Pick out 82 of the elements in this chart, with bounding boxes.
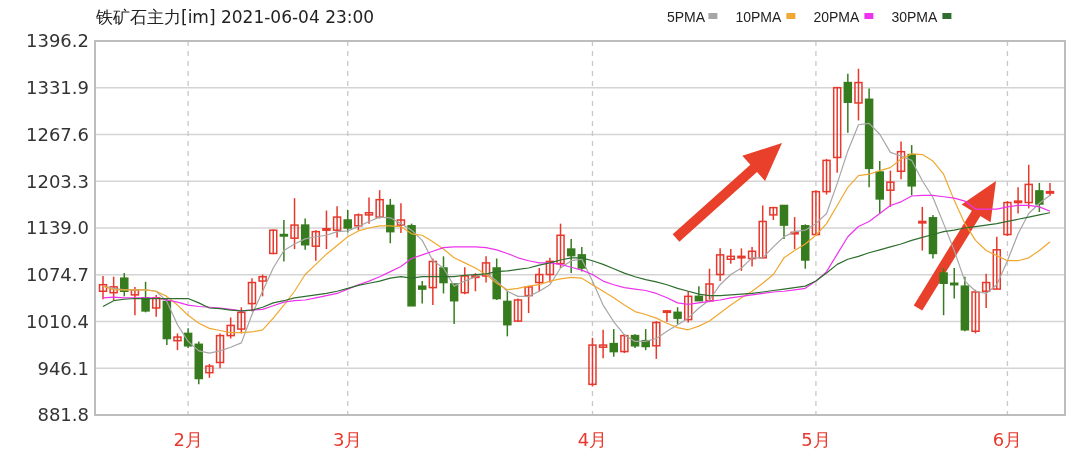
candlestick [726, 248, 736, 265]
x-tick-label: 3月 [333, 429, 363, 450]
y-tick-label: 946.1 [37, 357, 89, 379]
y-tick-label: 1074.7 [26, 264, 89, 286]
candlestick [332, 205, 342, 239]
y-tick-label: 1203.3 [26, 170, 89, 192]
y-tick-label: 881.8 [37, 404, 89, 426]
candlestick [758, 204, 767, 260]
candlestick [503, 290, 512, 338]
legend-label: 20PMA [813, 9, 860, 25]
candlestick [1013, 186, 1023, 215]
candlestick [1045, 182, 1055, 197]
legend-label: 10PMA [735, 9, 782, 25]
candlestick [120, 272, 129, 298]
candlestick [620, 333, 629, 354]
candlestick [598, 329, 608, 359]
candlestick [992, 235, 1002, 290]
candlestick [1035, 182, 1044, 213]
candlestick [258, 273, 267, 298]
candlestick [811, 189, 821, 237]
candlestick [854, 68, 863, 122]
candlestick [290, 197, 299, 250]
candlestick [311, 229, 321, 262]
candlestick [662, 309, 672, 323]
candlestick [939, 267, 948, 316]
x-tick-label: 2月 [173, 429, 203, 450]
y-tick-label: 1267.6 [26, 123, 89, 145]
candlestick [226, 316, 235, 340]
candlestick [779, 204, 789, 240]
candlestick [322, 209, 331, 250]
candlestick [652, 320, 661, 360]
candlestick [843, 73, 853, 134]
candlestick [141, 281, 150, 314]
candlestick [832, 86, 842, 174]
y-tick-label: 1139.0 [26, 217, 89, 239]
legend-label: 5PMA [667, 9, 706, 25]
candlestick [375, 189, 384, 220]
candlestick [737, 247, 746, 272]
y-tick-label: 1010.4 [26, 310, 89, 332]
candlestick [396, 202, 406, 234]
candlestick [715, 247, 725, 282]
x-tick-label: 6月 [992, 429, 1023, 450]
candlestick [247, 277, 257, 313]
candlestick [545, 257, 555, 284]
candlestick [1003, 200, 1012, 237]
candlestick [98, 275, 108, 300]
candlestick [524, 285, 533, 314]
candlestick [130, 286, 140, 316]
candlestick [918, 206, 927, 252]
candlestick [1024, 164, 1033, 210]
candlestick [981, 273, 991, 309]
y-tick-label: 1331.9 [26, 77, 89, 99]
y-tick-label: 1396.2 [26, 30, 89, 52]
x-tick-label: 5月 [801, 429, 831, 450]
chart-title: 铁矿石主力[im] 2021-06-04 23:00 [95, 7, 375, 27]
candlestick [822, 158, 831, 196]
candlestick [269, 228, 278, 255]
candlestick [535, 267, 544, 292]
candlestick [215, 332, 225, 370]
candlestick [237, 306, 246, 335]
candlestick [279, 219, 289, 263]
candlestick [683, 290, 693, 324]
candlestick [705, 267, 714, 303]
candlestick [556, 222, 565, 269]
candlestick [886, 169, 895, 208]
candlestick [609, 328, 618, 358]
candlestick [481, 255, 491, 284]
legend-label: 30PMA [891, 9, 938, 25]
candlestick [896, 140, 906, 181]
candlestick [566, 238, 576, 274]
candlestick [109, 275, 118, 301]
candlestick [417, 280, 427, 305]
x-tick-label: 4月 [577, 429, 608, 450]
candlestick [364, 196, 374, 225]
candlestick [747, 246, 757, 268]
candlestick [513, 297, 523, 323]
candlestick [588, 337, 597, 388]
candlestick [460, 266, 470, 295]
candlestick [151, 294, 161, 318]
candlestick [439, 255, 448, 295]
candlestick [971, 289, 980, 335]
candlestick [428, 257, 438, 306]
